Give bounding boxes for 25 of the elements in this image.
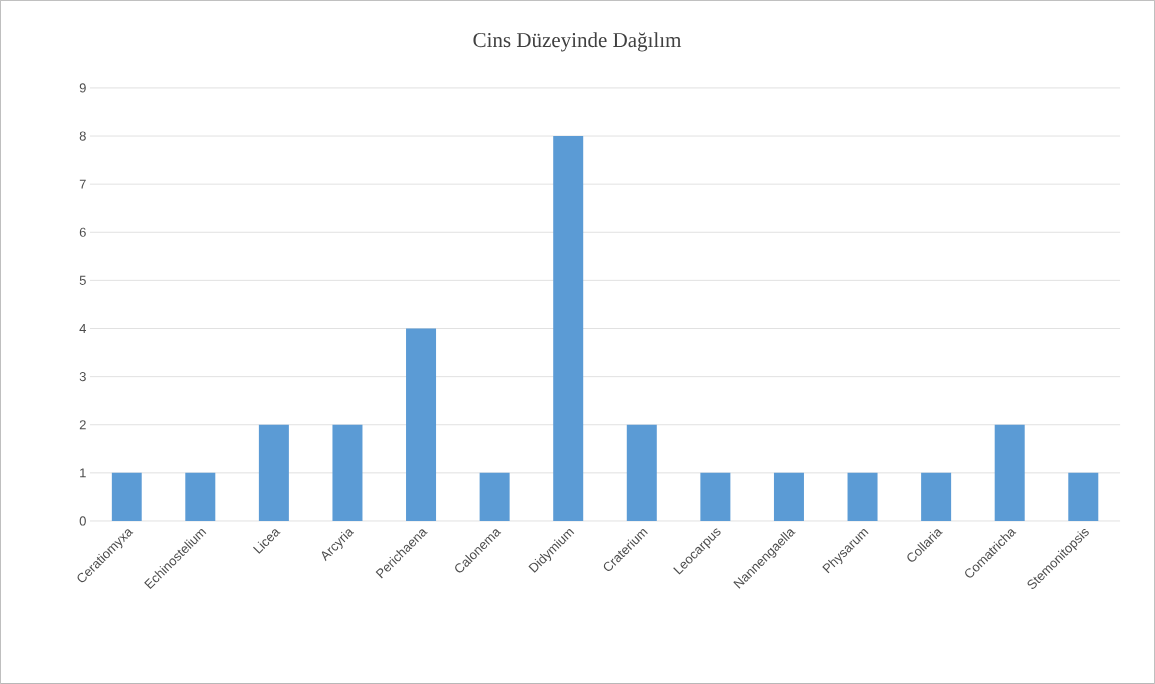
bar (406, 328, 437, 522)
y-tick-label: 6 (79, 227, 86, 237)
y-tick-label: 4 (79, 324, 87, 334)
bar (847, 472, 878, 522)
y-tick-label: 7 (79, 179, 86, 189)
chart-title: Cins Düzeyinde Dağılım (473, 32, 682, 52)
y-tick-label: 3 (79, 372, 86, 382)
bar (773, 472, 804, 522)
bar (258, 424, 289, 522)
bar (332, 424, 363, 522)
y-tick-label: 8 (79, 131, 86, 141)
bar (479, 472, 510, 522)
bar (185, 472, 216, 522)
bar (700, 472, 731, 522)
bar (111, 472, 142, 522)
y-tick-label: 2 (79, 420, 86, 430)
y-tick-label: 5 (79, 275, 86, 285)
y-tick-label: 9 (79, 83, 86, 93)
y-tick-label: 1 (80, 468, 86, 478)
y-tick-label: 0 (79, 516, 86, 526)
bar (994, 424, 1025, 522)
bar (1068, 472, 1099, 522)
bar (626, 424, 657, 522)
bar (921, 472, 952, 522)
bar (553, 136, 584, 522)
